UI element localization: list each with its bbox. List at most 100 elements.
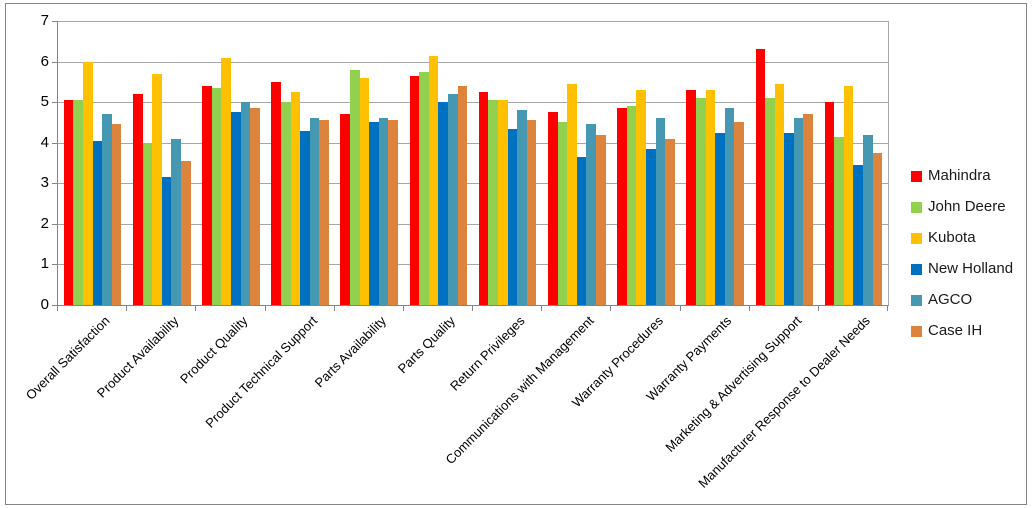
bar-new-holland (576, 156, 587, 305)
grid-line (58, 142, 888, 144)
bar-mahindra (132, 94, 143, 305)
x-category-label: Product Quality (177, 313, 251, 387)
grid-line (58, 21, 888, 22)
bar-agco (240, 102, 251, 305)
bar-kubota (636, 89, 646, 305)
y-tick-label: 7 (40, 12, 49, 29)
bar-agco (793, 118, 804, 305)
bar-kubota (82, 61, 93, 305)
bar-case-ih (595, 134, 606, 305)
bar-new-holland (92, 140, 103, 305)
bar-agco (309, 118, 320, 305)
x-category-label: Marketing & Advertising Support (661, 313, 804, 455)
bar-kubota (774, 83, 785, 305)
bar-new-holland (784, 132, 794, 305)
bar-group (750, 21, 819, 305)
bar-mahindra (755, 49, 766, 305)
bar-john-deere (419, 71, 429, 305)
x-tick-mark (264, 306, 266, 311)
bar-john-deere (280, 102, 291, 305)
bar-group (196, 21, 265, 305)
y-tick-label: 4 (40, 133, 49, 151)
y-tick-mark (52, 183, 57, 185)
bar-agco (655, 118, 666, 305)
bar-kubota (498, 100, 508, 305)
legend-label: Case IH (928, 322, 983, 339)
legend-swatch (911, 294, 922, 306)
bar-kubota (843, 85, 854, 305)
bar-case-ih (526, 120, 537, 305)
x-tick-mark (887, 306, 888, 311)
y-tick-label: 1 (40, 255, 49, 273)
bar-case-ih (388, 120, 399, 305)
x-tick-mark (195, 306, 197, 311)
bar-mahindra (63, 100, 74, 305)
y-tick-mark (52, 264, 57, 266)
bar-john-deere (488, 100, 499, 305)
x-tick-mark (610, 306, 612, 311)
bar-agco (102, 114, 112, 305)
x-category-label: Communications with Management (442, 313, 597, 468)
legend-swatch (911, 263, 922, 275)
bar-group (404, 21, 473, 305)
bar-group (473, 21, 542, 305)
bar-group (266, 21, 335, 305)
bar-john-deere (695, 98, 706, 305)
bar-group (681, 21, 750, 305)
bar-agco (171, 138, 181, 305)
bar-kubota (705, 89, 716, 305)
bar-john-deere (765, 98, 775, 305)
bar-new-holland (230, 112, 241, 305)
x-tick-mark (679, 306, 681, 311)
y-tick-label: 5 (40, 93, 49, 111)
x-category-label: Parts Quality (394, 313, 459, 377)
x-tick-mark (57, 306, 58, 311)
bar-john-deere (211, 87, 222, 305)
bar-mahindra (617, 108, 627, 305)
bar-mahindra (548, 112, 558, 305)
legend-label: John Deere (928, 198, 1006, 215)
bar-case-ih (803, 114, 814, 305)
bar-case-ih (180, 160, 191, 305)
bar-new-holland (300, 130, 310, 305)
plot-area (57, 21, 889, 306)
y-tick-mark (52, 223, 57, 225)
bar-kubota (567, 83, 577, 305)
legend-item: AGCO (911, 291, 1013, 309)
bar-kubota (290, 92, 301, 305)
bar-agco (586, 124, 596, 305)
x-tick-mark (126, 306, 128, 311)
bar-john-deere (834, 136, 844, 305)
bar-group (335, 21, 404, 305)
bar-mahindra (686, 89, 696, 305)
legend-label: AGCO (928, 291, 973, 308)
legend-item: John Deere (911, 198, 1013, 216)
bar-john-deere (73, 100, 83, 305)
x-tick-mark (748, 306, 750, 311)
bar-mahindra (478, 92, 489, 305)
bar-john-deere (626, 106, 637, 305)
bar-case-ih (872, 152, 883, 305)
x-tick-mark (817, 306, 819, 311)
x-category-label: Product Technical Support (201, 313, 320, 431)
x-tick-mark (472, 306, 473, 311)
legend-item: Case IH (911, 322, 1013, 340)
grid-line (58, 183, 888, 185)
legend-item: Kubota (911, 229, 1013, 247)
bar-group (611, 21, 680, 305)
legend: Mahindra John Deere Kubota New Holland AGCO C… (911, 167, 1013, 340)
bar-mahindra (409, 75, 420, 305)
y-tick-mark (52, 21, 57, 22)
x-tick-mark (402, 306, 404, 311)
bar-john-deere (142, 142, 153, 305)
bar-kubota (359, 77, 370, 305)
bar-case-ih (734, 122, 744, 305)
bar-group (127, 21, 196, 305)
grid-line (58, 61, 888, 63)
x-tick-mark (333, 306, 335, 311)
bar-mahindra (824, 102, 835, 305)
grid-line (58, 102, 888, 104)
bar-agco (863, 134, 873, 305)
bar-group (819, 21, 888, 305)
